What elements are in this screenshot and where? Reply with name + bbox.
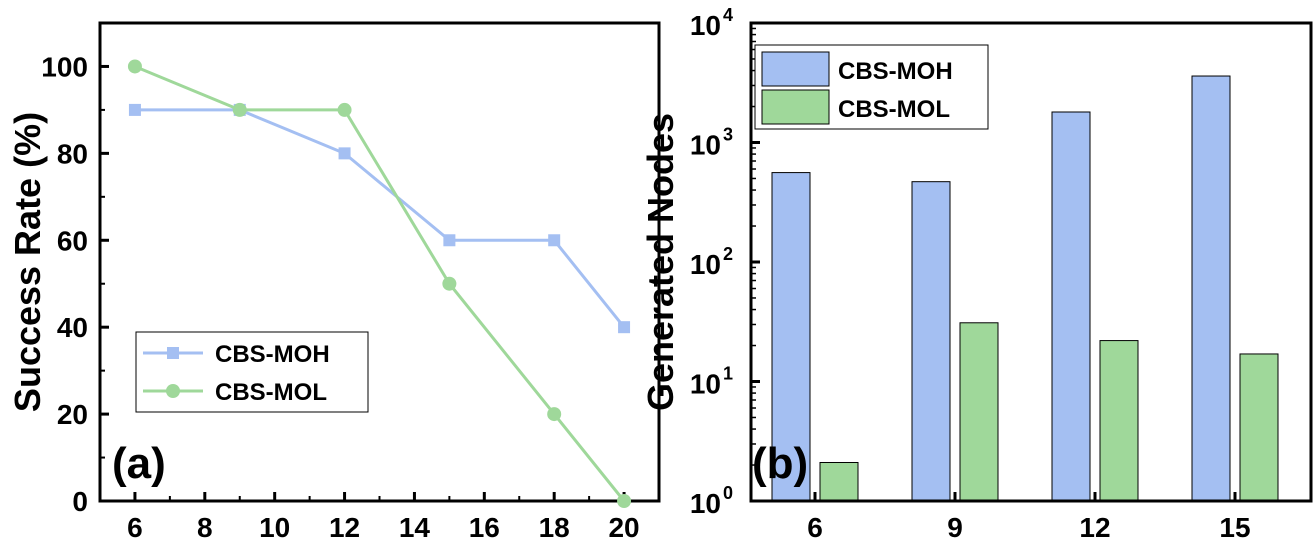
panel-a-y-tick-labels: 0 20 40 60 80 100 [41, 51, 88, 517]
data-point-cbs-mol [337, 102, 352, 117]
x-tick-label: 20 [608, 512, 639, 543]
x-tick-label: 6 [807, 512, 823, 543]
y-tick-label: 0 [72, 486, 88, 517]
panel-b-x-tick-labels: 6 9 12 15 [807, 512, 1250, 543]
legend-label-cbs-mol: CBS-MOL [215, 379, 327, 406]
y-tick-label: 20 [57, 399, 88, 430]
legend-label-cbs-moh: CBS-MOH [838, 58, 953, 85]
y-tick-exponent: 2 [723, 244, 733, 264]
legend-marker-square [167, 347, 179, 359]
x-tick-label: 14 [399, 512, 431, 543]
panel-b-legend: CBS-MOH CBS-MOL [754, 44, 989, 130]
y-tick-label: 80 [57, 138, 88, 169]
y-tick-exponent: 4 [723, 5, 733, 25]
legend-marker-circle [166, 384, 180, 398]
x-tick-label: 16 [469, 512, 500, 543]
data-point-cbs-moh [338, 147, 351, 160]
panel-a-axis-ticks [100, 64, 626, 503]
y-tick-label: 60 [57, 225, 88, 256]
data-point-cbs-moh [128, 103, 141, 116]
y-tick-exponent: 1 [723, 364, 733, 384]
legend-swatch-cbs-mol [761, 89, 830, 125]
panel-b-plot-frame [749, 21, 1313, 503]
y-tick-label: 10 [690, 130, 721, 161]
x-tick-label: 10 [259, 512, 290, 543]
y-tick-label: 10 [690, 249, 721, 280]
x-tick-label: 18 [539, 512, 570, 543]
panel-b-y-axis-label: Generated Nodes [640, 113, 681, 411]
data-point-cbs-mol [232, 102, 247, 117]
x-tick-label: 12 [329, 512, 360, 543]
data-point-cbs-mol [617, 494, 632, 508]
legend-label-cbs-mol: CBS-MOL [838, 96, 950, 123]
x-tick-label: 12 [1079, 512, 1110, 543]
bar-cbs-mol-15 [1239, 353, 1279, 502]
panel-a-legend-box [135, 331, 369, 413]
x-tick-label: 15 [1219, 512, 1250, 543]
panel-a-label: (a) [112, 439, 166, 488]
y-tick-label: 10 [690, 10, 721, 41]
bar-cbs-moh-9 [911, 181, 951, 502]
panel-a-series-markers [127, 59, 632, 508]
y-tick-exponent: 0 [723, 483, 733, 503]
series-line-cbs-mol [134, 65, 626, 502]
data-point-cbs-moh [618, 321, 631, 334]
panel-b-label: (b) [752, 439, 808, 488]
data-point-cbs-mol [127, 59, 142, 74]
panel-b-bars [771, 75, 1279, 502]
legend-swatch-cbs-moh [761, 51, 830, 87]
y-tick-label: 10 [690, 488, 721, 519]
bar-cbs-moh-15 [1191, 75, 1231, 502]
bar-cbs-mol-12 [1099, 340, 1139, 502]
series-line-cbs-moh [134, 108, 626, 329]
panel-a-success-rate-chart: 6 8 10 12 14 16 18 20 0 20 40 60 80 100 Success Rate… [7, 21, 661, 543]
y-tick-label: 10 [690, 369, 721, 400]
bar-cbs-mol-6 [819, 461, 859, 502]
y-tick-label: 100 [41, 51, 88, 82]
panel-a-y-axis-label: Success Rate (%) [7, 112, 48, 412]
bar-cbs-moh-12 [1051, 111, 1091, 502]
data-point-cbs-moh [443, 234, 456, 247]
bar-cbs-moh-6 [771, 172, 811, 502]
bar-cbs-mol-9 [959, 322, 999, 502]
x-tick-label: 9 [947, 512, 963, 543]
panel-a-x-tick-labels: 6 8 10 12 14 16 18 20 [127, 512, 639, 543]
data-point-cbs-mol [547, 407, 562, 422]
data-point-cbs-mol [442, 276, 457, 291]
y-tick-exponent: 3 [723, 125, 733, 145]
panel-a-legend: CBS-MOH CBS-MOL [135, 331, 369, 413]
x-tick-label: 8 [197, 512, 213, 543]
panel-a-plot-frame [98, 21, 661, 503]
x-tick-label: 6 [127, 512, 143, 543]
data-point-cbs-moh [548, 234, 561, 247]
y-tick-label: 40 [57, 312, 88, 343]
legend-label-cbs-moh: CBS-MOH [215, 341, 330, 368]
panel-a-series-lines [134, 65, 626, 502]
